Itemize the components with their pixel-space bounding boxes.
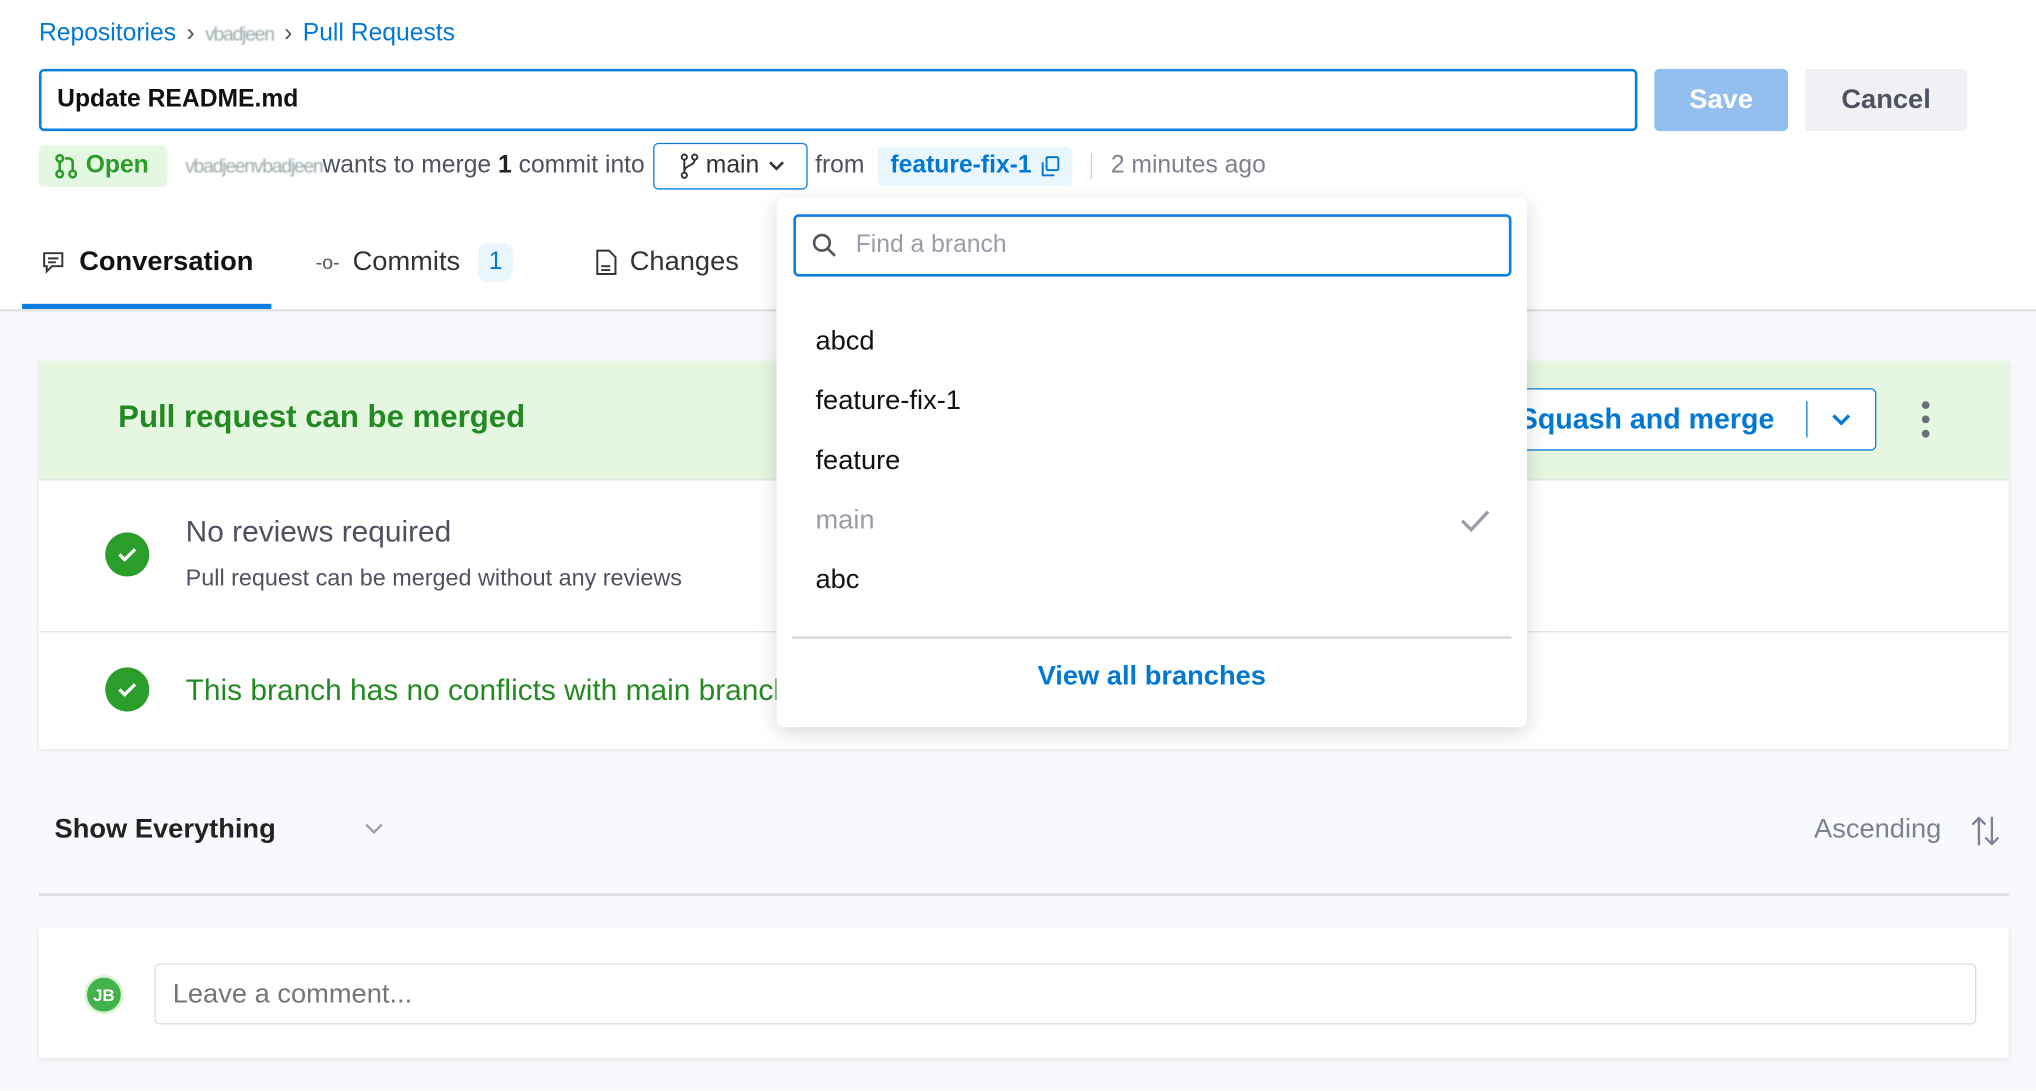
branch-name: abc [815, 564, 860, 595]
check-row: No reviews required Pull request can be … [38, 479, 2009, 631]
status-label: Open [85, 151, 149, 180]
merge-status-title: Pull request can be merged [118, 399, 526, 435]
breadcrumb-pull-requests[interactable]: Pull Requests [302, 19, 455, 47]
tab-label: Changes [629, 246, 739, 277]
more-options-icon[interactable] [1921, 401, 1930, 438]
branch-option[interactable]: abcd [815, 316, 1490, 368]
chevron-down-icon [768, 161, 784, 171]
chevron-down-icon[interactable] [1831, 412, 1852, 428]
comment-input[interactable] [154, 963, 1977, 1025]
branch-search [793, 214, 1512, 277]
check-circle-icon [105, 532, 150, 577]
source-branch-label: feature-fix-1 [890, 151, 1032, 180]
sort-icon[interactable] [1969, 814, 2003, 848]
divider [1805, 401, 1808, 438]
merge-text-2: commit into [518, 151, 645, 180]
search-icon [812, 233, 836, 257]
comment-card: JB [38, 928, 2009, 1059]
check-title: This branch has no conflicts with main b… [185, 672, 790, 707]
source-branch-chip[interactable]: feature-fix-1 [877, 146, 1074, 186]
branch-option-selected[interactable]: main [815, 495, 1490, 547]
tab-commits[interactable]: -o- Commits 1 [298, 221, 531, 304]
cancel-button[interactable]: Cancel [1804, 68, 1968, 132]
branch-icon [680, 153, 698, 179]
chevron-down-icon[interactable] [364, 822, 385, 835]
chat-icon [43, 252, 64, 274]
target-branch-label: main [705, 151, 760, 180]
merge-button-label: Squash and merge [1518, 402, 1775, 435]
breadcrumb-repo[interactable]: vbadjeen [205, 22, 275, 45]
copy-icon[interactable] [1042, 156, 1060, 177]
avatar: JB [84, 975, 124, 1015]
branch-dropdown-menu: abcd feature-fix-1 feature main abc View… [776, 197, 1528, 728]
pr-meta: Open vbadjeenvbadjeen wants to merge 1 c… [38, 142, 1266, 190]
commit-count: 1 [498, 151, 512, 180]
commit-count-badge: 1 [478, 242, 513, 282]
breadcrumb-repositories[interactable]: Repositories [38, 19, 177, 47]
activity-filter-dropdown[interactable]: Show Everything [54, 814, 276, 845]
divider [38, 893, 2009, 896]
merge-text: wants to merge [322, 151, 492, 180]
branch-name: feature-fix-1 [815, 385, 961, 416]
branch-name: abcd [815, 325, 875, 356]
timestamp: 2 minutes ago [1110, 151, 1266, 180]
divider [1091, 153, 1093, 180]
tabs: Conversation -o- Commits 1 Changes [22, 221, 757, 311]
pr-title-input[interactable] [38, 68, 1638, 132]
breadcrumb: Repositories › vbadjeen › Pull Requests [39, 19, 455, 48]
author-name[interactable]: vbadjeenvbadjeen [185, 155, 324, 178]
tab-label: Commits [352, 246, 461, 277]
commit-icon: -o- [315, 251, 340, 274]
save-button[interactable]: Save [1654, 68, 1789, 132]
pull-request-icon [55, 153, 78, 179]
status-badge: Open [38, 145, 167, 187]
tab-label: Conversation [79, 246, 254, 277]
check-circle-icon [105, 667, 150, 712]
branch-option[interactable]: feature-fix-1 [815, 375, 1490, 427]
divider [792, 636, 1512, 639]
from-label: from [815, 151, 865, 180]
branch-option[interactable]: abc [815, 554, 1490, 606]
checkmark-icon [1460, 510, 1490, 533]
chevron-right-icon: › [186, 19, 195, 47]
view-all-branches-link[interactable]: View all branches [1037, 660, 1266, 691]
branch-option[interactable]: feature [815, 435, 1490, 487]
branch-search-input[interactable] [855, 231, 1479, 260]
check-subtitle: Pull request can be merged without any r… [185, 564, 682, 591]
sort-order-button[interactable]: Ascending [1814, 814, 1942, 845]
file-icon [596, 249, 617, 275]
target-branch-dropdown[interactable]: main [652, 142, 808, 190]
tab-conversation[interactable]: Conversation [22, 221, 272, 310]
check-title: No reviews required [185, 514, 452, 548]
chevron-right-icon: › [284, 19, 293, 47]
branch-name: feature [815, 445, 901, 476]
tab-changes[interactable]: Changes [578, 221, 757, 304]
branch-name: main [815, 505, 875, 535]
